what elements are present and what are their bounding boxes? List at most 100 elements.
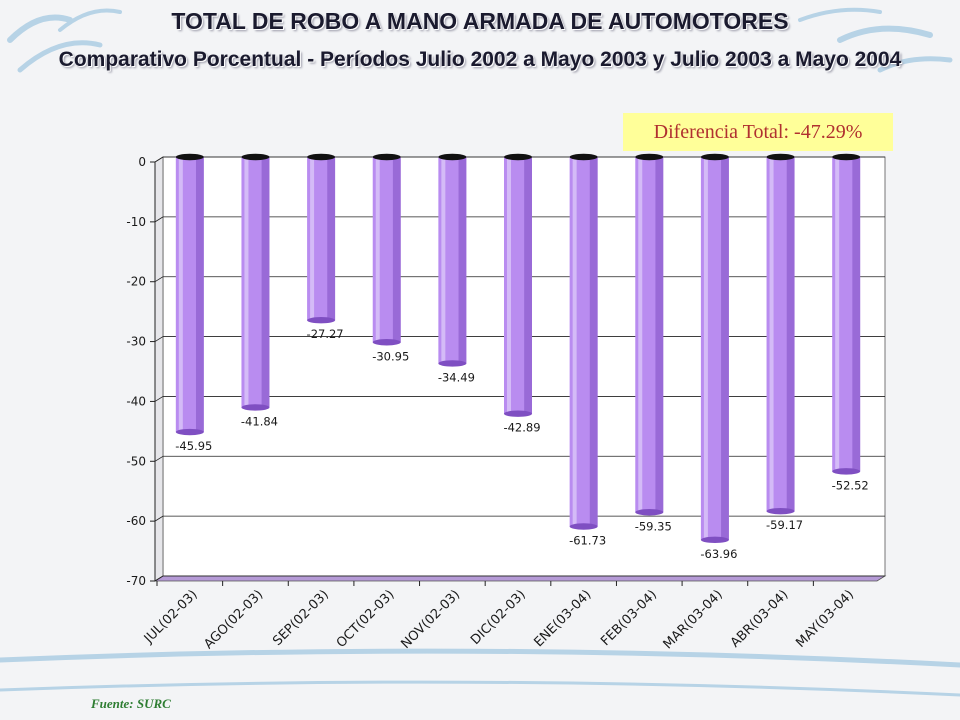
data-label: -45.95: [175, 439, 212, 453]
x-category-label: MAR(03-04): [661, 587, 726, 652]
bar: [569, 153, 598, 530]
bar: [241, 153, 270, 411]
title-line-1: TOTAL DE ROBO A MANO ARMADA DE AUTOMOTOR…: [171, 8, 789, 34]
bar-bottom-cap: [700, 536, 729, 544]
bar-bottom-cap: [438, 360, 467, 367]
bar-highlight: [769, 157, 774, 512]
y-tick-label: -20: [126, 275, 146, 289]
bar: [766, 153, 795, 515]
bar-highlight: [835, 157, 840, 472]
y-tick-label: 0: [138, 155, 146, 169]
data-label: -59.17: [766, 518, 803, 532]
bar-shade: [721, 157, 729, 540]
bar-highlight: [572, 157, 577, 527]
bar-highlight: [507, 157, 511, 414]
x-category-label: FEB(03-04): [598, 587, 660, 649]
bar: [504, 153, 532, 417]
data-label: -52.52: [832, 478, 869, 492]
bar-shade: [261, 157, 270, 408]
gridline-diagonal: [154, 276, 164, 283]
data-label: -34.49: [438, 370, 475, 384]
x-category-label: ENE(03-04): [531, 587, 594, 650]
bar-shade: [786, 157, 795, 512]
plot-side-wall: [154, 156, 164, 582]
x-category-label: DIC(02-03): [468, 587, 529, 648]
bar-top-cap: [700, 153, 729, 161]
data-label: -63.96: [700, 547, 737, 561]
bar-top-cap: [241, 153, 270, 161]
bar-highlight: [178, 157, 183, 433]
bar-top-cap: [766, 153, 795, 161]
bar: [438, 153, 467, 367]
bar: [635, 153, 664, 516]
bar-top-cap: [438, 153, 467, 161]
bar-shade: [524, 157, 532, 414]
bar-top-cap: [569, 153, 598, 161]
data-label: -59.35: [635, 519, 672, 533]
x-category-label: NOV(02-03): [398, 587, 463, 652]
y-tick-label: -70: [126, 574, 146, 588]
y-tick-label: -60: [126, 514, 146, 528]
y-tick-label: -30: [126, 335, 146, 349]
bar-shade: [327, 157, 336, 321]
bar: [175, 153, 204, 436]
data-label: -42.89: [503, 421, 540, 435]
difference-total-box: Diferencia Total: -47.29%: [623, 113, 893, 151]
bar-top-cap: [175, 153, 204, 161]
bar-bottom-cap: [372, 339, 401, 346]
y-tick-label: -40: [126, 394, 146, 408]
bar-shade: [852, 157, 861, 472]
bar-shade: [655, 157, 664, 513]
bar-bottom-cap: [504, 410, 532, 417]
bar: [832, 153, 861, 475]
gridline-diagonal: [154, 396, 164, 402]
bar-bottom-cap: [569, 523, 598, 530]
bar-top-cap: [372, 153, 401, 161]
bar: [372, 153, 401, 346]
x-category-label: MAY(03-04): [793, 587, 857, 651]
gridline-diagonal: [154, 216, 164, 223]
title-line-2: Comparativo Porcentual - Períodos Julio …: [58, 48, 902, 71]
x-category-label: SEP(02-03): [270, 587, 332, 649]
bar-highlight: [310, 157, 315, 321]
bar-top-cap: [832, 153, 861, 161]
bar-highlight: [244, 157, 249, 408]
bar-bottom-cap: [175, 428, 204, 436]
bar-shade: [458, 157, 467, 364]
bar-shade: [392, 157, 401, 343]
bar-highlight: [638, 157, 643, 513]
bar-top-cap: [635, 153, 664, 161]
x-category-label: ABR(03-04): [728, 587, 791, 650]
data-label: -30.95: [372, 349, 409, 363]
x-category-label: AGO(02-03): [201, 587, 266, 652]
bar: [307, 153, 336, 324]
data-label: -41.84: [241, 414, 278, 428]
data-label: -61.73: [569, 533, 606, 547]
gridline-diagonal: [154, 455, 164, 462]
plot-floor: [153, 575, 887, 582]
bar-bottom-cap: [832, 468, 861, 475]
bar-bottom-cap: [766, 507, 795, 515]
bar-bottom-cap: [307, 317, 336, 324]
bar-top-cap: [504, 153, 532, 161]
bar-bottom-cap: [635, 509, 664, 516]
gridline-diagonal: [154, 515, 164, 522]
bar-highlight: [375, 157, 380, 343]
x-category-label: JUL(02-03): [141, 587, 201, 647]
x-category-label: OCT(02-03): [334, 587, 398, 651]
bar-top-cap: [307, 153, 336, 161]
bar-shade: [195, 157, 204, 433]
gridline-diagonal: [154, 156, 164, 163]
data-label: -27.27: [307, 327, 344, 341]
bar-shade: [589, 157, 598, 527]
bar-bottom-cap: [241, 404, 270, 411]
source-note: Fuente: SURC: [91, 696, 171, 711]
bar: [700, 153, 729, 544]
y-tick-label: -50: [126, 454, 146, 468]
bar-highlight: [703, 157, 708, 540]
y-tick-label: -10: [126, 215, 146, 229]
gridline-diagonal: [154, 336, 164, 342]
bar-highlight: [441, 157, 446, 364]
